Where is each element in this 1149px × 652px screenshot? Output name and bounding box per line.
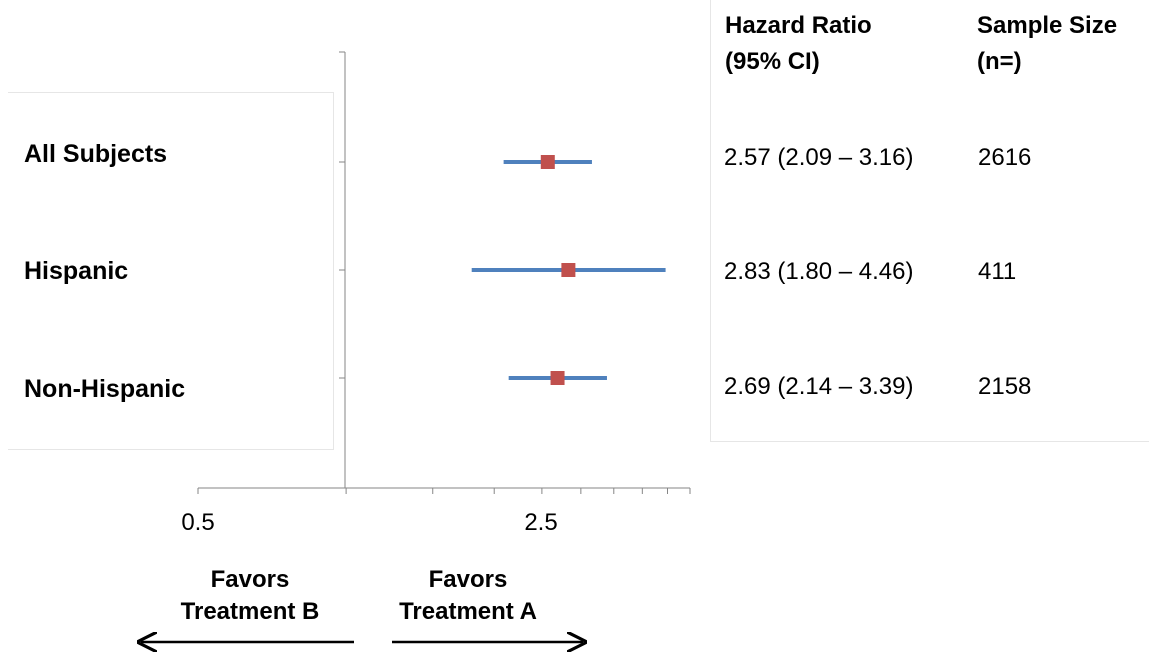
hr-point-marker [561,263,576,277]
favors-treatment-b-label: Favors Treatment B [180,566,320,625]
row-label-all-subjects: All Subjects [24,140,168,168]
x-tick-label-2-5: 2.5 [524,509,558,536]
x-tick-label-0-5: 0.5 [181,509,215,536]
row-label-non-hispanic: Non-Hispanic [24,375,186,403]
row-label-hispanic: Hispanic [24,257,129,285]
hazard-ratio-header: Hazard Ratio (95% CI) [725,12,872,75]
hr-point-marker [540,155,555,169]
n-cell-non-hispanic: 2158 [978,373,1032,400]
hr-cell-all-subjects: 2.57 (2.09 – 3.16) [724,144,914,171]
hr-point-marker [550,371,565,385]
row-label-panel [8,92,334,450]
hr-cell-hispanic: 2.83 (1.80 – 4.46) [724,258,914,285]
n-cell-hispanic: 411 [978,258,1017,285]
results-table-panel [710,0,1149,442]
sample-size-header: Sample Size (n=) [977,12,1118,75]
hr-cell-non-hispanic: 2.69 (2.14 – 3.39) [724,373,914,400]
favors-treatment-a-label: Favors Treatment A [399,566,537,625]
n-cell-all-subjects: 2616 [978,144,1032,171]
